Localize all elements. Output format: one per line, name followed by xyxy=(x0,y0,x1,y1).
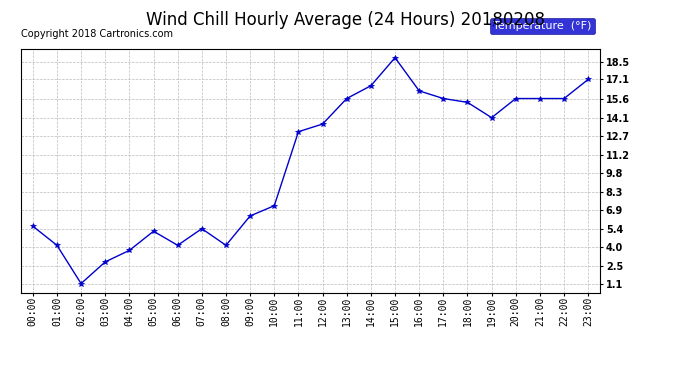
Text: Wind Chill Hourly Average (24 Hours) 20180208: Wind Chill Hourly Average (24 Hours) 201… xyxy=(146,11,544,29)
Text: Copyright 2018 Cartronics.com: Copyright 2018 Cartronics.com xyxy=(21,29,172,39)
Legend: Temperature  (°F): Temperature (°F) xyxy=(490,18,595,34)
